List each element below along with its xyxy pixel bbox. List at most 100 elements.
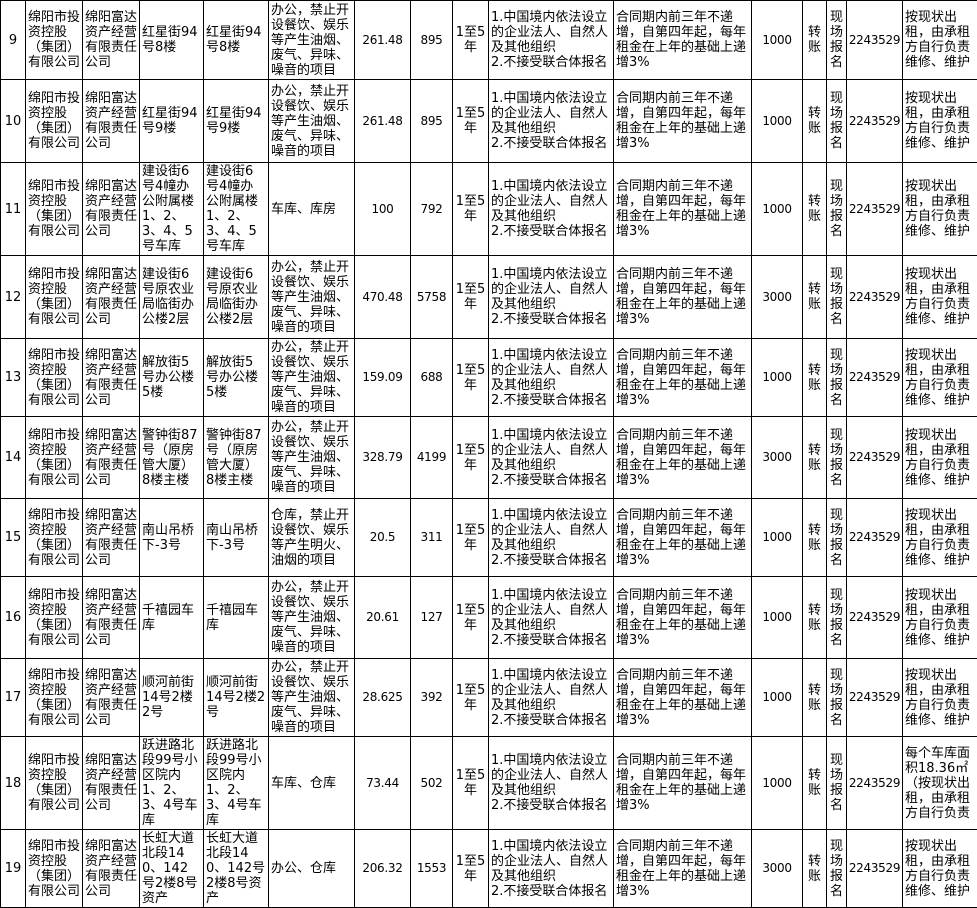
cell-listing-price: 392 [411,659,453,737]
cell-lease-term: 1至5年 [453,830,489,908]
cell-owner-company: 绵阳市投资控股（集团）有限公司 [26,339,83,417]
cell-remarks: 按现状出租，由承租方自行负责维修、维护 [903,417,977,499]
cell-operating-company: 绵阳富达资产经营有限责任公司 [83,659,140,737]
cell-asset-location: 红星街94号9楼 [204,80,269,163]
cell-area: 20.5 [355,499,411,577]
cell-contact-phone: 2243529 [847,830,903,908]
cell-listing-price: 688 [411,339,453,417]
cell-payment-method: 转账 [803,256,827,339]
cell-usage-restriction: 车库、库房 [269,163,355,256]
table-row: 13 绵阳市投资控股（集团）有限公司 绵阳富达资产经营有限责任公司 解放街5号办… [1,339,977,417]
cell-area: 28.625 [355,659,411,737]
cell-owner-company: 绵阳市投资控股（集团）有限公司 [26,80,83,163]
cell-operating-company: 绵阳富达资产经营有限责任公司 [83,737,140,830]
cell-registration-method: 现场报名 [827,737,847,830]
cell-listing-price: 311 [411,499,453,577]
cell-remarks: 按现状出租，由承租方自行负责维修、维护 [903,163,977,256]
cell-listing-price: 5758 [411,256,453,339]
cell-rent-increase: 合同期内前三年不递增，自第四年起，每年租金在上年的基础上递增3% [614,163,752,256]
cell-payment-method: 转账 [803,417,827,499]
cell-registration-method: 现场报名 [827,256,847,339]
cell-asset-location: 跃进路北段99号小区院内1、2、3、4号车库 [204,737,269,830]
cell-payment-method: 转账 [803,80,827,163]
cell-contact-phone: 2243529 [847,417,903,499]
cell-asset-location: 解放街5号办公楼5楼 [204,339,269,417]
cell-registration-method: 现场报名 [827,1,847,80]
cell-usage-restriction: 办公，禁止开设餐饮、娱乐等产生油烟、废气、异味、噪音的项目 [269,577,355,659]
cell-payment-method: 转账 [803,163,827,256]
cell-usage-restriction: 办公，禁止开设餐饮、娱乐等产生油烟、废气、异味、噪音的项目 [269,80,355,163]
cell-rent-increase: 合同期内前三年不递增，自第四年起，每年租金在上年的基础上递增3% [614,659,752,737]
cell-payment-method: 转账 [803,499,827,577]
cell-owner-company: 绵阳市投资控股（集团）有限公司 [26,577,83,659]
cell-registration-method: 现场报名 [827,163,847,256]
cell-bidder-requirements: 1.中国境内依法设立的企业法人、自然人及其他组织 2.不接受联合体报名 [489,659,614,737]
cell-asset-location: 南山吊桥下-3号 [204,499,269,577]
cell-contact-phone: 2243529 [847,737,903,830]
cell-area: 470.48 [355,256,411,339]
cell-registration-method: 现场报名 [827,830,847,908]
cell-registration-method: 现场报名 [827,80,847,163]
table-row: 14 绵阳市投资控股（集团）有限公司 绵阳富达资产经营有限责任公司 警钟街87号… [1,417,977,499]
cell-rent-increase: 合同期内前三年不递增，自第四年起，每年租金在上年的基础上递增3% [614,80,752,163]
cell-bidder-requirements: 1.中国境内依法设立的企业法人、自然人及其他组织 2.不接受联合体报名 [489,1,614,80]
cell-area: 261.48 [355,80,411,163]
cell-operating-company: 绵阳富达资产经营有限责任公司 [83,577,140,659]
cell-bidder-requirements: 1.中国境内依法设立的企业法人、自然人及其他组织 2.不接受联合体报名 [489,339,614,417]
cell-asset-name: 千禧园车库 [140,577,204,659]
cell-owner-company: 绵阳市投资控股（集团）有限公司 [26,417,83,499]
cell-rent-increase: 合同期内前三年不递增，自第四年起，每年租金在上年的基础上递增3% [614,256,752,339]
cell-usage-restriction: 办公，禁止开设餐饮、娱乐等产生油烟、废气、异味、噪音的项目 [269,659,355,737]
cell-payment-method: 转账 [803,659,827,737]
cell-bidder-requirements: 1.中国境内依法设立的企业法人、自然人及其他组织 2.不接受联合体报名 [489,417,614,499]
cell-area: 73.44 [355,737,411,830]
cell-listing-price: 895 [411,1,453,80]
cell-bidder-requirements: 1.中国境内依法设立的企业法人、自然人及其他组织 2.不接受联合体报名 [489,80,614,163]
cell-deposit: 1000 [752,80,803,163]
cell-seq-no: 12 [1,256,26,339]
cell-usage-restriction: 办公、仓库 [269,830,355,908]
cell-owner-company: 绵阳市投资控股（集团）有限公司 [26,499,83,577]
cell-asset-name: 红星街94号8楼 [140,1,204,80]
cell-remarks: 按现状出租，由承租方自行负责维修、维护 [903,499,977,577]
cell-contact-phone: 2243529 [847,339,903,417]
cell-asset-name: 长虹大道北段140、142号2楼8号资产 [140,830,204,908]
cell-asset-location: 顺河前街14号2楼2号 [204,659,269,737]
table-row: 12 绵阳市投资控股（集团）有限公司 绵阳富达资产经营有限责任公司 建设街6号原… [1,256,977,339]
cell-asset-location: 建设街6号4幢办公附属楼1、2、3、4、5号车库 [204,163,269,256]
cell-asset-location: 建设街6号原农业局临街办公楼2层 [204,256,269,339]
cell-seq-no: 18 [1,737,26,830]
cell-rent-increase: 合同期内前三年不递增，自第四年起，每年租金在上年的基础上递增3% [614,1,752,80]
cell-owner-company: 绵阳市投资控股（集团）有限公司 [26,659,83,737]
cell-contact-phone: 2243529 [847,256,903,339]
cell-usage-restriction: 仓库，禁止开设餐饮、娱乐等产生明火、油烟的项目 [269,499,355,577]
cell-rent-increase: 合同期内前三年不递增，自第四年起，每年租金在上年的基础上递增3% [614,577,752,659]
cell-deposit: 1000 [752,1,803,80]
cell-seq-no: 19 [1,830,26,908]
cell-lease-term: 1至5年 [453,499,489,577]
cell-owner-company: 绵阳市投资控股（集团）有限公司 [26,163,83,256]
cell-registration-method: 现场报名 [827,417,847,499]
cell-asset-name: 建设街6号4幢办公附属楼1、2、3、4、5号车库 [140,163,204,256]
cell-asset-name: 跃进路北段99号小区院内1、2、3、4号车库 [140,737,204,830]
cell-listing-price: 1553 [411,830,453,908]
cell-lease-term: 1至5年 [453,80,489,163]
cell-listing-price: 127 [411,577,453,659]
cell-rent-increase: 合同期内前三年不递增，自第四年起，每年租金在上年的基础上递增3% [614,417,752,499]
cell-lease-term: 1至5年 [453,256,489,339]
cell-asset-name: 红星街94号9楼 [140,80,204,163]
cell-seq-no: 16 [1,577,26,659]
cell-owner-company: 绵阳市投资控股（集团）有限公司 [26,830,83,908]
table-row: 16 绵阳市投资控股（集团）有限公司 绵阳富达资产经营有限责任公司 千禧园车库 … [1,577,977,659]
cell-deposit: 1000 [752,339,803,417]
cell-lease-term: 1至5年 [453,577,489,659]
cell-asset-name: 警钟街87号（原房管大厦）8楼主楼 [140,417,204,499]
cell-area: 261.48 [355,1,411,80]
cell-asset-location: 红星街94号8楼 [204,1,269,80]
cell-contact-phone: 2243529 [847,1,903,80]
cell-operating-company: 绵阳富达资产经营有限责任公司 [83,499,140,577]
cell-rent-increase: 合同期内前三年不递增，自第四年起，每年租金在上年的基础上递增3% [614,499,752,577]
cell-operating-company: 绵阳富达资产经营有限责任公司 [83,339,140,417]
cell-listing-price: 895 [411,80,453,163]
